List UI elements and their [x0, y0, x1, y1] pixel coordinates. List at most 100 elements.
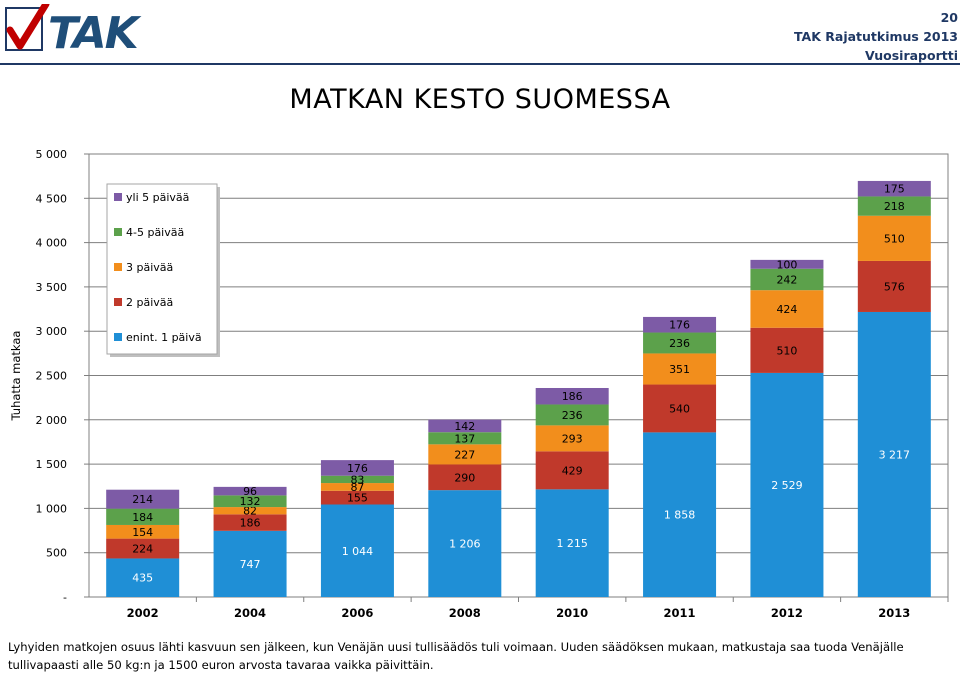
data-label: 186 [562, 390, 583, 403]
bar-segment [643, 384, 717, 433]
data-label: 137 [454, 432, 475, 445]
data-label: 87 [350, 481, 364, 494]
data-label: 1 858 [664, 509, 696, 522]
bar-segment [106, 489, 180, 509]
bar-segment [213, 507, 287, 515]
data-label: 351 [669, 363, 690, 376]
bar-segment [320, 483, 394, 491]
x-tick-label: 2006 [341, 606, 373, 620]
caption-line-1: Lyhyiden matkojen osuus lähti kasvuun se… [8, 640, 904, 654]
legend-swatch [114, 298, 122, 306]
x-tick-label: 2012 [771, 606, 803, 620]
bar-segment [428, 432, 502, 445]
x-tick-label: 2004 [234, 606, 266, 620]
bar-segment [535, 404, 609, 426]
bar-segment [320, 504, 394, 597]
bar-segment [857, 311, 931, 597]
x-tick-label: 2011 [664, 606, 696, 620]
data-label: 290 [454, 471, 475, 484]
data-label: 224 [132, 543, 153, 556]
page-header: TAK 20 TAK Rajatutkimus 2013 Vuosiraport… [0, 0, 960, 66]
legend-swatch [114, 193, 122, 201]
data-label: 293 [562, 432, 583, 445]
legend-label: 2 päivää [126, 296, 173, 309]
bar-segment [213, 514, 287, 531]
bar-segment [320, 475, 394, 484]
data-label: 155 [347, 492, 368, 505]
legend-label: 3 päivää [126, 261, 173, 274]
data-label: 176 [669, 319, 690, 332]
legend-label: yli 5 päivää [126, 191, 189, 204]
caption: Lyhyiden matkojen osuus lähti kasvuun se… [8, 638, 960, 674]
y-tick-label: 4 500 [36, 192, 68, 205]
x-tick-label: 2010 [556, 606, 588, 620]
data-label: 435 [132, 572, 153, 585]
bar-segment [643, 332, 717, 354]
data-label: 576 [884, 280, 905, 293]
legend-swatch [114, 333, 122, 341]
x-tick-label: 2013 [878, 606, 910, 620]
report-name: TAK Rajatutkimus 2013 [793, 29, 958, 44]
bar-segment [106, 524, 180, 539]
bar-segment [857, 215, 931, 261]
data-label: 100 [776, 258, 797, 271]
bar-segment [428, 490, 502, 597]
y-axis-label: Tuhatta matkaa [9, 331, 23, 422]
bar-segment [320, 460, 394, 476]
report-type: Vuosiraportti [865, 48, 958, 63]
legend-label: 4-5 päivää [126, 226, 184, 239]
y-tick-label: 2 500 [36, 370, 68, 383]
bar-segment [857, 180, 931, 197]
bar-segment [213, 486, 287, 496]
data-label: 1 215 [556, 537, 588, 550]
data-label: 214 [132, 493, 153, 506]
y-tick-label: 1 500 [36, 458, 68, 471]
bar-segment [535, 387, 609, 405]
data-label: 154 [132, 526, 153, 539]
y-tick-label: 500 [46, 547, 67, 560]
bar-segment [750, 290, 824, 328]
bar-segment [106, 508, 180, 525]
x-tick-label: 2002 [127, 606, 159, 620]
bar-segment [106, 558, 180, 597]
y-tick-label: 3 000 [36, 325, 68, 338]
data-label: 236 [669, 337, 690, 350]
bar-segment [106, 538, 180, 559]
bar-segment [643, 316, 717, 333]
bar-segment [535, 489, 609, 597]
header-info: 20 TAK Rajatutkimus 2013 Vuosiraportti [794, 8, 958, 65]
data-label: 236 [562, 409, 583, 422]
bar-segment [213, 495, 287, 508]
bar-segment [428, 419, 502, 433]
data-label: 424 [776, 303, 797, 316]
y-tick-label: 2 000 [36, 414, 68, 427]
data-label: 510 [776, 344, 797, 357]
bar-segment [213, 530, 287, 597]
data-label: 3 217 [879, 448, 911, 461]
y-tick-label: - [63, 591, 67, 604]
y-tick-label: 4 000 [36, 237, 68, 250]
tak-logo: TAK [4, 4, 154, 59]
bar-segment [643, 432, 717, 597]
data-label: 83 [350, 473, 364, 486]
data-label: 242 [776, 273, 797, 286]
data-label: 1 206 [449, 538, 481, 551]
data-label: 747 [240, 558, 261, 571]
data-label: 96 [243, 485, 257, 498]
data-label: 227 [454, 448, 475, 461]
stacked-bar-chart: - 500 1 000 1 500 2 000 2 500 3 000 3 500 4 000 4… [9, 148, 949, 620]
legend-label: enint. 1 päivä [126, 331, 202, 344]
data-label: 429 [562, 464, 583, 477]
data-label: 510 [884, 232, 905, 245]
header-divider [0, 63, 960, 65]
bar-segment [428, 444, 502, 465]
page-title: MATKAN KESTO SUOMESSA [289, 84, 671, 115]
logo-text: TAK [48, 8, 139, 59]
bar-segment [750, 268, 824, 291]
x-tick-label: 2008 [449, 606, 481, 620]
y-tick-label: 1 000 [36, 502, 68, 515]
bar-segment [320, 490, 394, 505]
data-label: 176 [347, 462, 368, 475]
data-label: 2 529 [771, 479, 803, 492]
legend-swatch [114, 228, 122, 236]
